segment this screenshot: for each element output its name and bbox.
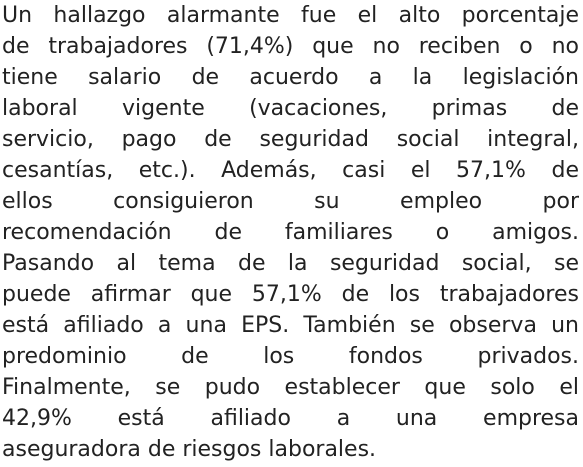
text-line: Pasando al tema de la seguridad social, … xyxy=(2,251,579,276)
text-line: Finalmente, se pudo establecer que solo … xyxy=(2,375,579,400)
text-line: Un hallazgo alarmante fue el alto porcen… xyxy=(2,3,579,28)
text-line: cesantías, etc.). Además, casi el 57,1% … xyxy=(2,158,579,183)
text-line: de trabajadores (71,4%) que no reciben o… xyxy=(2,34,579,59)
text-line: recomendación de familiares o amigos. xyxy=(2,220,579,245)
text-line: 42,9% está afiliado a una empresa xyxy=(2,406,579,431)
text-line: laboral vigente (vacaciones, primas de xyxy=(2,96,579,121)
text-line: servicio, pago de seguridad social integ… xyxy=(2,127,579,152)
text-line: ellos consiguieron su empleo por xyxy=(2,189,579,214)
text-line: tiene salario de acuerdo a la legislació… xyxy=(2,65,579,90)
text-line: aseguradora de riesgos laborales. xyxy=(2,437,377,462)
text-line: puede afirmar que 57,1% de los trabajado… xyxy=(2,282,579,307)
text-line: predominio de los fondos privados. xyxy=(2,344,579,369)
text-line: está afiliado a una EPS. También se obse… xyxy=(2,313,579,338)
